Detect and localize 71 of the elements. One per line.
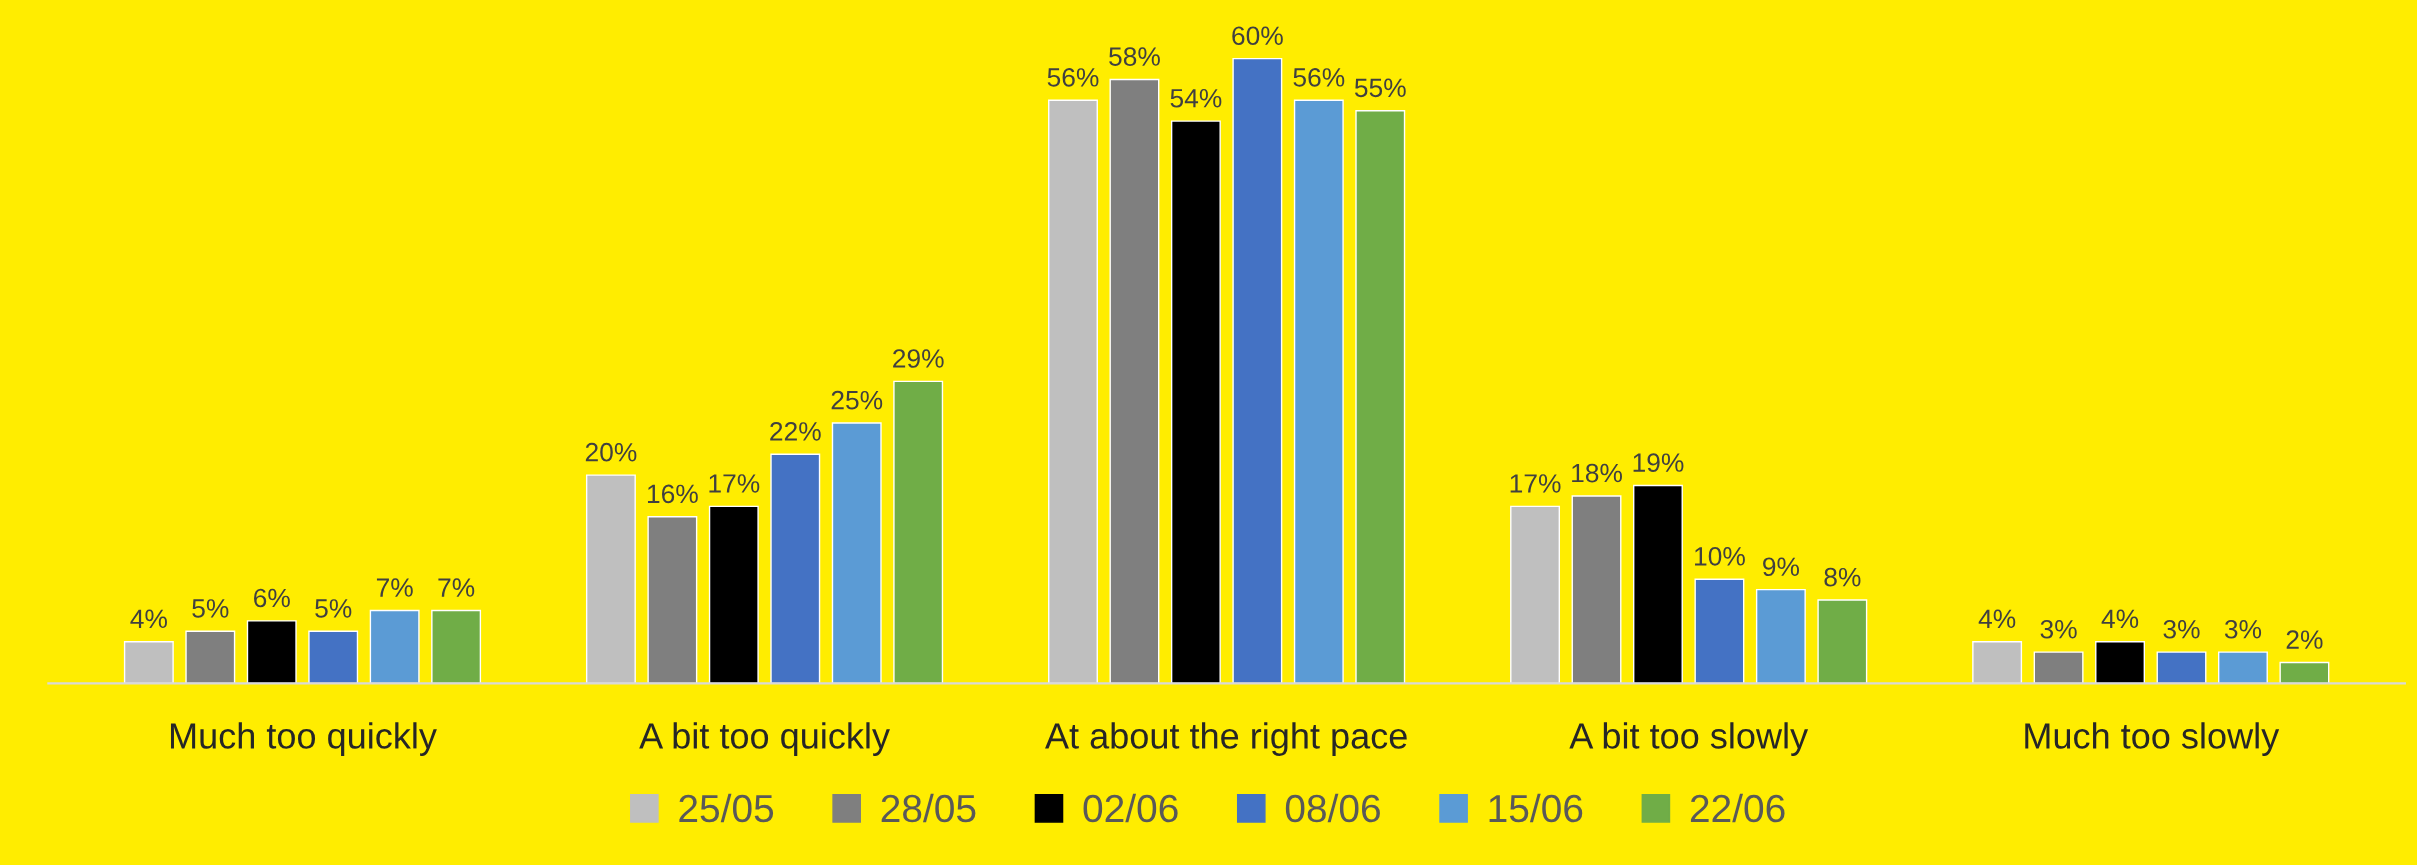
data-label: 25%: [831, 390, 883, 410]
data-label: 8%: [1824, 567, 1861, 587]
bar: [770, 453, 821, 684]
bar: [2095, 641, 2146, 684]
bar: [708, 505, 759, 684]
data-label: 4%: [1978, 609, 2016, 629]
bar: [1571, 495, 1622, 684]
data-label: 4%: [2101, 609, 2139, 629]
bar: [1293, 99, 1344, 684]
data-label: 56%: [1047, 68, 1099, 87]
data-label: 17%: [1510, 474, 1561, 493]
bar: [308, 630, 359, 684]
bar: [1694, 578, 1745, 684]
data-label: 16%: [647, 484, 698, 504]
data-label: 22%: [770, 422, 821, 441]
bar: [1109, 78, 1160, 684]
data-label: 20%: [585, 442, 637, 462]
data-label: 18%: [1572, 463, 1622, 483]
bar: [585, 474, 636, 684]
data-label: 60%: [1232, 26, 1283, 46]
data-label: 6%: [254, 588, 290, 608]
bar: [1817, 599, 1868, 684]
bar: [246, 620, 297, 684]
legend-label: 08/06: [1285, 793, 1380, 823]
data-label: 3%: [2224, 619, 2262, 639]
bar: [1170, 120, 1221, 684]
bar: [123, 641, 174, 684]
data-label: 7%: [376, 578, 413, 597]
bar: [431, 609, 482, 684]
bar: [1048, 99, 1098, 684]
legend-label: 02/06: [1083, 793, 1178, 823]
legend-label: 22/06: [1690, 793, 1785, 823]
x-tick-label: A bit too slowly: [1569, 722, 1809, 756]
bar: [2033, 651, 2084, 684]
bar: [2218, 651, 2268, 684]
bar: [1972, 641, 2023, 684]
bar: [893, 380, 944, 684]
bar: [369, 609, 420, 684]
bar: [2279, 661, 2330, 684]
data-label: 2%: [2286, 630, 2323, 649]
data-label: 9%: [1763, 557, 1800, 577]
x-tick-label: At about the right pace: [1045, 722, 1407, 756]
legend-label: 28/05: [881, 793, 976, 823]
data-label: 10%: [1695, 546, 1745, 566]
data-label: 4%: [130, 609, 167, 629]
bar: [1355, 109, 1406, 684]
data-label: 5%: [192, 599, 229, 618]
data-label: 5%: [315, 599, 352, 618]
data-label: 19%: [1633, 453, 1684, 472]
x-tick-label: A bit too quickly: [639, 722, 890, 756]
x-tick-label: Much too quickly: [170, 722, 437, 756]
data-label: 29%: [893, 349, 944, 368]
legend-label: 25/05: [679, 793, 774, 823]
data-label: 58%: [1109, 47, 1160, 66]
bar: [185, 630, 236, 684]
data-label: 56%: [1293, 68, 1345, 87]
bar: [2156, 651, 2207, 684]
legend-label: 15/06: [1489, 793, 1583, 823]
bar: [1755, 588, 1806, 684]
bar: [1232, 57, 1283, 684]
data-label: 54%: [1170, 88, 1222, 108]
data-label: 55%: [1354, 78, 1406, 98]
bar: [1633, 484, 1683, 684]
data-label: 3%: [2040, 619, 2077, 639]
data-label: 3%: [2163, 619, 2200, 639]
bar: [831, 422, 882, 684]
data-label: 17%: [709, 474, 760, 493]
data-label: 7%: [438, 578, 475, 597]
bar: [1510, 505, 1561, 684]
bar: [647, 516, 698, 684]
x-tick-label: Much too slowly: [2025, 722, 2280, 756]
